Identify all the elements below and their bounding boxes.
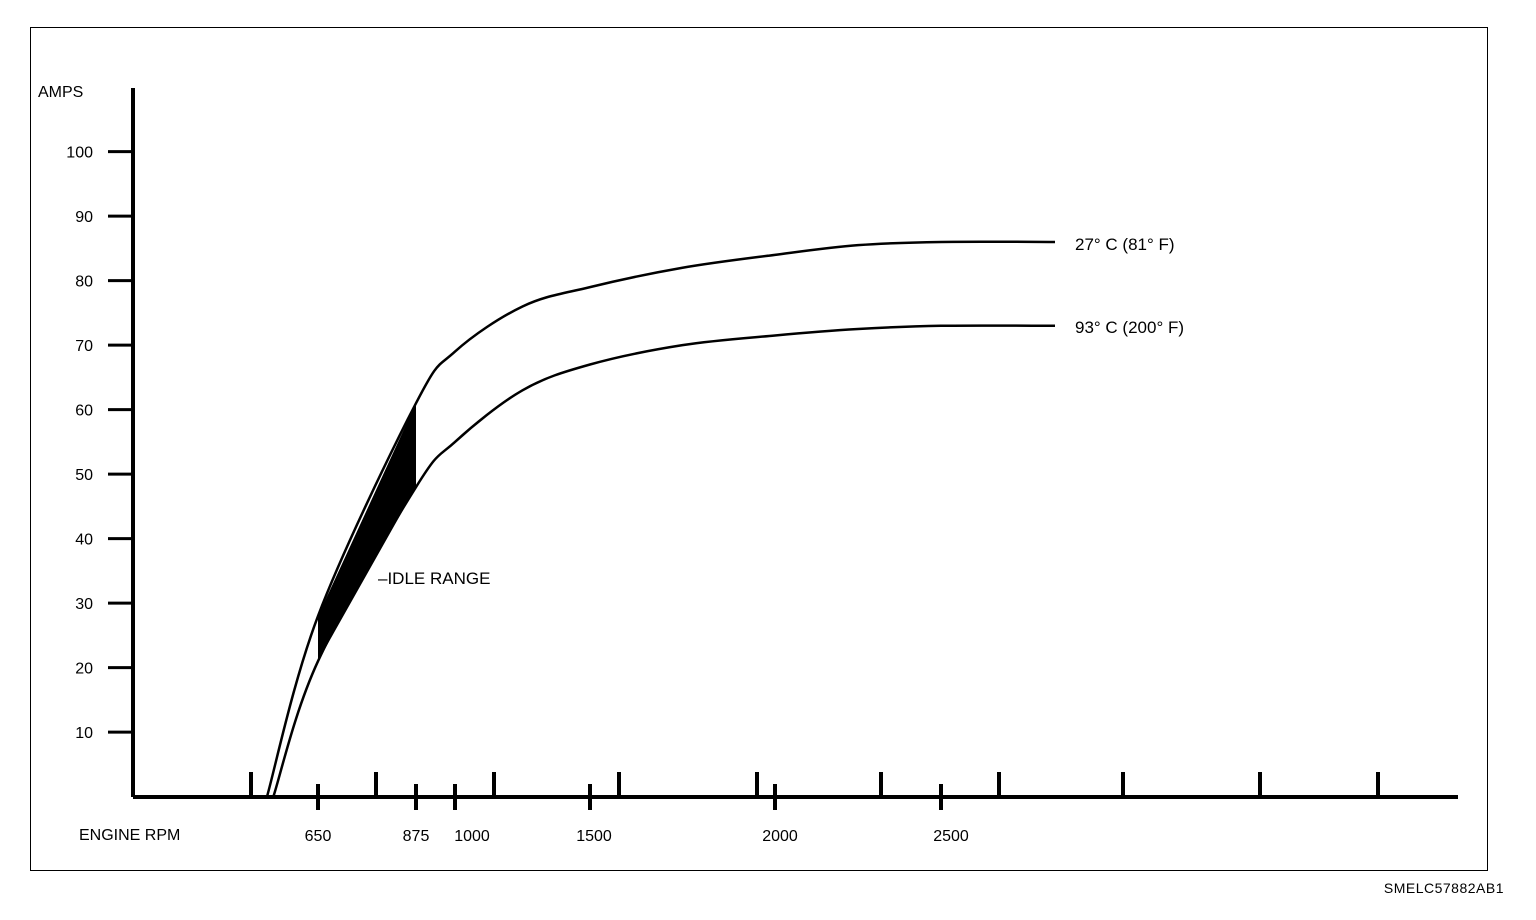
y-axis-title: AMPS [38,84,83,101]
figure-code: SMELC57882AB1 [1383,880,1504,896]
series-line [272,324,1056,798]
x-axis-title: ENGINE RPM [79,827,180,844]
y-tick-label: 80 [75,274,93,291]
y-tick-label: 60 [75,403,93,420]
y-tick-label: 50 [75,467,93,484]
series-label: 27° C (81° F) [1075,235,1175,254]
y-tick-label: 40 [75,532,93,549]
idle-range-shade [318,403,416,662]
x-tick-label: 650 [305,828,332,845]
chart-frame [30,27,1488,871]
series-line [265,240,1056,797]
x-tick-label: 1500 [576,828,612,845]
x-tick-label: 2500 [933,828,969,845]
y-tick-label: 90 [75,209,93,226]
y-tick-label: 20 [75,661,93,678]
y-tick-label: 70 [75,338,93,355]
y-tick-label: 30 [75,596,93,613]
y-tick-label: 100 [66,145,93,162]
x-tick-label: 1000 [454,828,490,845]
idle-range-label: –IDLE RANGE [378,569,490,588]
x-tick-label: 2000 [762,828,798,845]
y-tick-label: 10 [75,725,93,742]
series-label: 93° C (200° F) [1075,318,1184,337]
x-tick-label: 875 [403,828,430,845]
